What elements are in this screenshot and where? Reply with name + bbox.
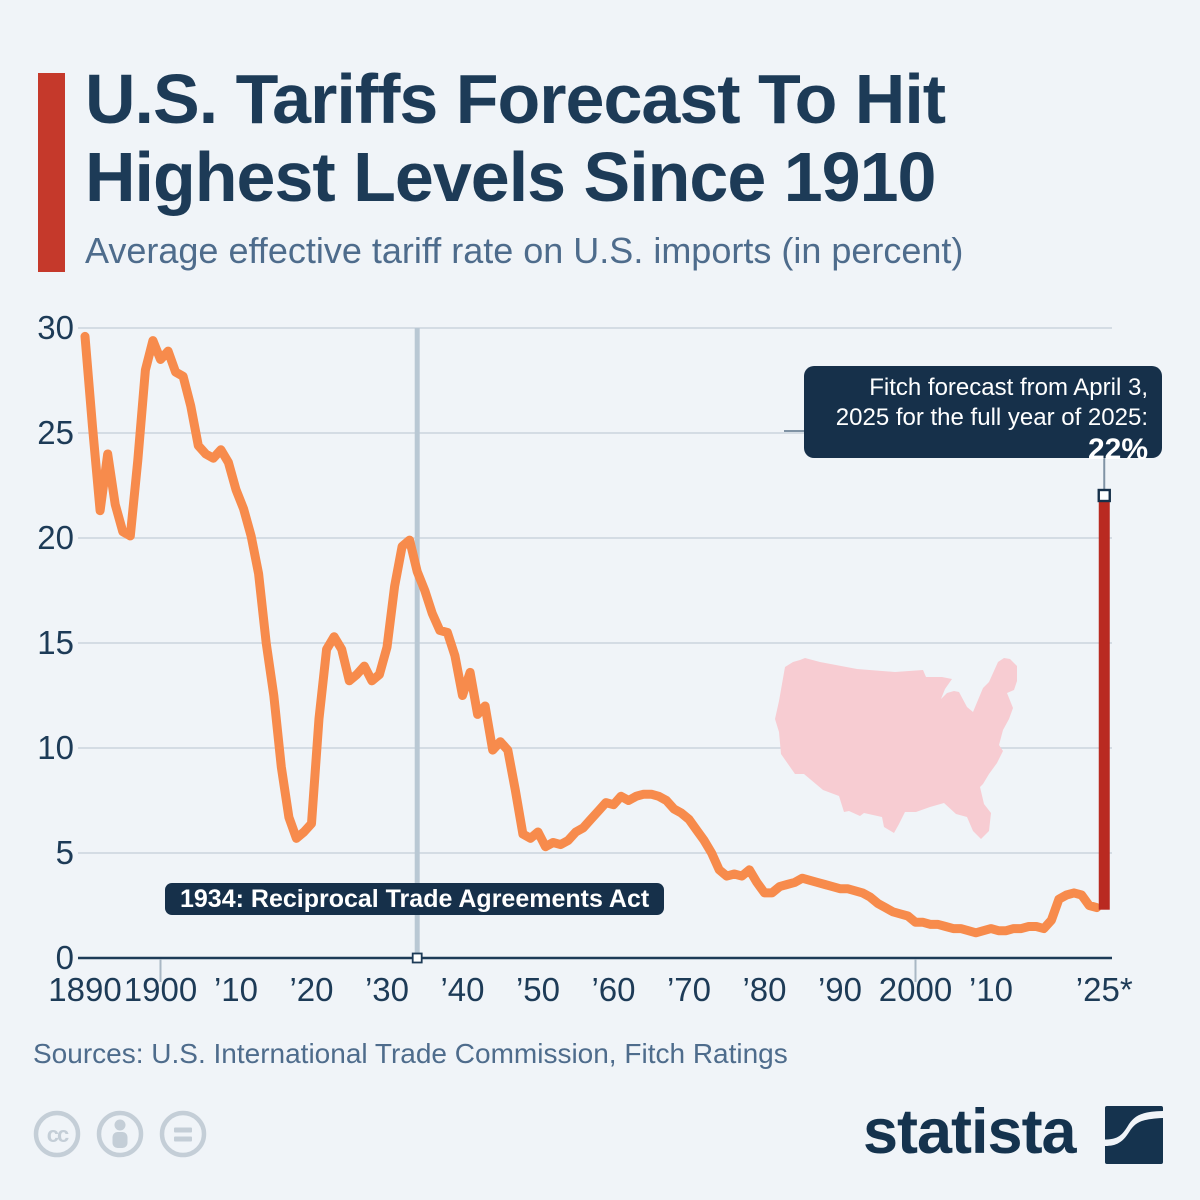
forecast-marker xyxy=(1097,488,1111,503)
cc-icon xyxy=(33,1110,81,1158)
x-axis-label: ’40 xyxy=(440,971,485,1008)
x-axis-label: ’70 xyxy=(666,971,712,1008)
x-axis-label: ’25* xyxy=(1075,971,1133,1008)
no-derivatives-icon-glyph xyxy=(174,1127,192,1142)
x-axis-label: 2000 xyxy=(878,971,953,1008)
x-axis-label: ’30 xyxy=(364,971,410,1008)
y-axis-label: 10 xyxy=(37,729,74,766)
forecast-annotation-line-1: Fitch forecast from April 3, xyxy=(869,374,1148,401)
x-axis-label: 1900 xyxy=(123,971,198,1008)
x-axis-label: ’90 xyxy=(817,971,863,1008)
attribution-icon xyxy=(96,1110,144,1158)
attribution-icon-glyph xyxy=(112,1119,128,1148)
event-1934-annotation: 1934: Reciprocal Trade Agreements Act xyxy=(165,883,665,915)
chart-subtitle: Average effective tariff rate on U.S. im… xyxy=(85,230,964,271)
event-1934-marker xyxy=(411,952,423,964)
y-axis-label: 20 xyxy=(37,519,74,556)
license-icons: cc xyxy=(33,1110,207,1158)
cc-icon-glyph: cc xyxy=(47,1122,69,1147)
usa-map-silhouette xyxy=(775,658,1017,839)
page-title-line-2: Highest Levels Since 1910 xyxy=(85,138,936,216)
y-axis-label: 25 xyxy=(37,414,74,451)
x-axis-label: ’10 xyxy=(968,971,1014,1008)
y-axis-label: 0 xyxy=(55,939,74,976)
forecast-annotation-line-2: 2025 for the full year of 2025: xyxy=(835,404,1148,431)
title-accent-bar xyxy=(38,73,65,272)
no-derivatives-icon xyxy=(159,1110,207,1158)
tariff-rate-line xyxy=(80,331,1102,938)
event-1934-line xyxy=(414,328,420,958)
page-title-line-1: U.S. Tariffs Forecast To Hit xyxy=(85,60,946,138)
page-title: U.S. Tariffs Forecast To Hit Highest Lev… xyxy=(85,60,946,216)
x-axis-label: ’10 xyxy=(213,971,259,1008)
forecast-annotation: Fitch forecast from April 3, 2025 for th… xyxy=(804,366,1162,466)
y-axis-label: 15 xyxy=(37,624,74,661)
x-axis-label: 1890 xyxy=(48,971,122,1008)
sources-text: Sources: U.S. International Trade Commis… xyxy=(33,1038,788,1069)
statista-logo-mark xyxy=(1105,1106,1163,1164)
x-axis-label: ’20 xyxy=(289,971,334,1008)
forecast-bar xyxy=(1098,496,1110,910)
y-axis-label: 5 xyxy=(55,834,74,871)
x-axis-label: ’50 xyxy=(515,971,561,1008)
statista-logo-text: statista xyxy=(863,1097,1077,1167)
x-axis-label: ’80 xyxy=(742,971,787,1008)
y-axis-label: 30 xyxy=(37,309,74,346)
x-axis-label: ’60 xyxy=(591,971,636,1008)
forecast-annotation-value: 22% xyxy=(1087,433,1148,466)
